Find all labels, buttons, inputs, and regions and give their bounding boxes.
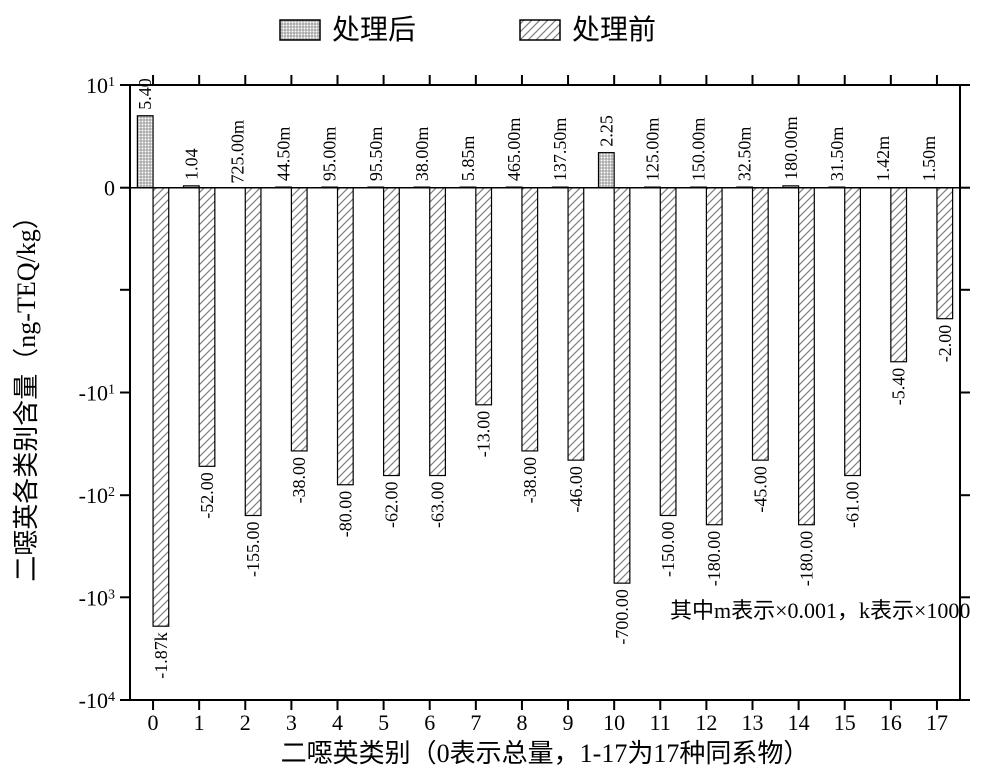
- bar-label-after: 44.50m: [274, 127, 294, 182]
- bar-before: [384, 188, 400, 476]
- bar-label-after: 31.50m: [827, 127, 847, 182]
- x-tick-label: 2: [240, 710, 251, 735]
- bar-after: [598, 153, 614, 188]
- bar-label-after: 465.00m: [504, 118, 524, 182]
- bar-label-before: -38.00: [520, 457, 540, 504]
- x-tick-label: 9: [563, 710, 574, 735]
- x-tick-label: 16: [880, 710, 902, 735]
- chart-container: -104 -103 -102 -101 0 101 0 5.40 -1.87k 1 1.04 -52.…: [0, 0, 1000, 774]
- bar-label-after: 2.25: [596, 115, 616, 147]
- bar-label-before: -150.00: [658, 522, 678, 578]
- x-tick-label: 0: [148, 710, 159, 735]
- bar-before: [937, 188, 953, 319]
- bar-before: [291, 188, 307, 451]
- bar-before: [799, 188, 815, 525]
- bar-before: [891, 188, 907, 362]
- x-tick-label: 17: [926, 710, 948, 735]
- y-tick-label: -104: [79, 688, 115, 713]
- y-tick-label: 101: [86, 73, 115, 98]
- bar-before: [660, 188, 676, 516]
- bar-label-before: -52.00: [197, 472, 217, 519]
- bar-label-before: -61.00: [843, 482, 863, 529]
- bar-label-after: 5.85m: [458, 136, 478, 182]
- x-tick-label: 11: [650, 710, 671, 735]
- bar-before: [338, 188, 354, 485]
- y-tick-label: -103: [79, 585, 115, 610]
- bar-label-after: 1.04: [181, 148, 201, 180]
- bar-label-before: -63.00: [428, 482, 448, 529]
- bar-label-before: -1.87k: [151, 632, 171, 679]
- bar-label-before: -80.00: [335, 491, 355, 538]
- bar-label-before: -13.00: [474, 411, 494, 458]
- bar-before: [845, 188, 861, 476]
- x-tick-label: 1: [194, 710, 205, 735]
- bar-label-after: 150.00m: [689, 118, 709, 182]
- bar-label-after: 725.00m: [227, 120, 247, 184]
- x-tick-label: 7: [470, 710, 481, 735]
- bar-before: [430, 188, 446, 476]
- bar-label-after: 125.00m: [642, 118, 662, 182]
- bar-before: [706, 188, 722, 525]
- y-axis-label: 二噁英各类别含量（ng-TEQ/kg）: [12, 203, 41, 581]
- bar-label-before: -5.40: [889, 368, 909, 406]
- bar-label-after: 95.00m: [320, 127, 340, 182]
- bar-chart: -104 -103 -102 -101 0 101 0 5.40 -1.87k 1 1.04 -52.…: [0, 0, 1000, 774]
- x-tick-label: 10: [603, 710, 625, 735]
- x-axis-label: 二噁英类别（0表示总量，1-17为17种同系物）: [281, 739, 810, 768]
- bar-label-after: 95.50m: [366, 127, 386, 182]
- bar-label-before: -180.00: [796, 531, 816, 587]
- bar-before: [568, 188, 584, 460]
- bar-before: [476, 188, 492, 405]
- x-tick-label: 12: [695, 710, 717, 735]
- bar-after: [137, 116, 153, 188]
- bar-label-before: -180.00: [704, 531, 724, 587]
- bar-label-after: 180.00m: [781, 116, 801, 180]
- bar-label-after: 1.50m: [919, 136, 939, 182]
- x-tick-label: 6: [424, 710, 435, 735]
- x-tick-label: 15: [834, 710, 856, 735]
- legend-swatch: [520, 20, 560, 40]
- bar-before: [522, 188, 538, 451]
- x-tick-label: 14: [788, 710, 810, 735]
- chart-note: 其中m表示×0.001，k表示×1000: [670, 598, 970, 623]
- bar-label-after: 38.00m: [412, 127, 432, 182]
- legend-label: 处理后: [332, 14, 416, 46]
- x-tick-label: 3: [286, 710, 297, 735]
- bar-label-after: 1.42m: [873, 136, 893, 182]
- bar-label-before: -45.00: [750, 466, 770, 513]
- bar-label-after: 137.50m: [550, 118, 570, 182]
- bar-label-after: 5.40: [135, 78, 155, 110]
- bar-before: [614, 188, 630, 583]
- x-tick-label: 4: [332, 710, 343, 735]
- x-tick-label: 13: [742, 710, 764, 735]
- y-tick-label: 0: [104, 176, 115, 201]
- bar-label-after: 32.50m: [735, 127, 755, 182]
- legend-label: 处理前: [572, 14, 656, 46]
- bar-before: [245, 188, 261, 516]
- bar-label-before: -46.00: [566, 466, 586, 513]
- y-tick-label: -102: [79, 483, 115, 508]
- bar-label-before: -62.00: [381, 482, 401, 529]
- bar-label-before: -155.00: [243, 522, 263, 578]
- legend-swatch: [280, 20, 320, 40]
- x-tick-label: 8: [516, 710, 527, 735]
- bar-before: [753, 188, 769, 460]
- bar-before: [153, 188, 169, 626]
- x-tick-label: 5: [378, 710, 389, 735]
- bar-label-before: -2.00: [935, 325, 955, 363]
- bar-label-before: -38.00: [289, 457, 309, 504]
- y-tick-label: -101: [79, 381, 115, 406]
- bar-before: [199, 188, 215, 467]
- bar-label-before: -700.00: [612, 589, 632, 645]
